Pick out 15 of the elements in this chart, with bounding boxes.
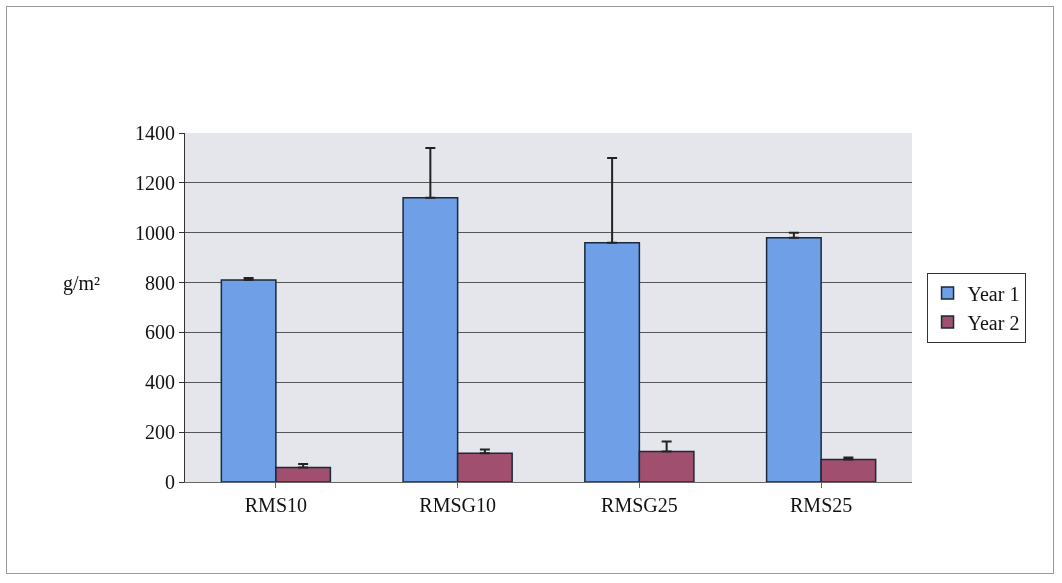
legend-label: Year 1	[967, 282, 1020, 305]
y-tick-label: 400	[145, 371, 175, 394]
x-tick-label: RMSG10	[419, 494, 496, 516]
x-tick-label: RMS10	[244, 494, 308, 516]
y-tick-label: 600	[145, 321, 175, 344]
y-tick-label: 0	[165, 471, 175, 493]
legend-label: Year 2	[967, 311, 1020, 334]
y-tick-label: 200	[145, 421, 175, 444]
y-tick-label: 1400	[135, 122, 175, 144]
y-tick-label: 1000	[135, 221, 175, 244]
y-axis-title: g/m²	[63, 272, 101, 295]
y-tick-label: 1200	[135, 171, 175, 194]
y-tick-label: 800	[145, 271, 175, 294]
x-tick-label: RMS25	[790, 494, 853, 516]
x-tick-label: RMSG25	[601, 494, 678, 516]
